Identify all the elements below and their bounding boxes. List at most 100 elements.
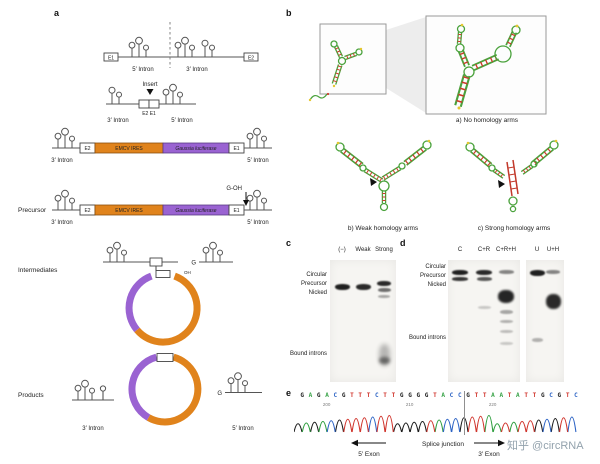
gel-band bbox=[377, 288, 391, 292]
gel-d-band-labels: Circular Precursor Nicked bbox=[389, 263, 446, 290]
lane-label-crh: C+R+H bbox=[495, 247, 517, 253]
base-letter: A bbox=[325, 392, 329, 399]
chromatogram-peaks bbox=[294, 414, 577, 433]
base-letter: A bbox=[491, 392, 495, 399]
base-letter: C bbox=[375, 392, 379, 399]
band-label-circular: Circular bbox=[306, 272, 327, 278]
lane-label-cr: C+R bbox=[477, 247, 491, 253]
base-letter: T bbox=[350, 392, 354, 399]
position-tick: 220 bbox=[488, 402, 497, 407]
arrowhead-icon bbox=[370, 178, 377, 186]
gel-band bbox=[477, 306, 491, 309]
lane-label-strong: Strong bbox=[375, 247, 393, 253]
circle-luc-arc bbox=[128, 353, 158, 421]
row1-e1-label: E1 bbox=[108, 55, 114, 61]
product-intron5-label: 5′ Intron bbox=[232, 426, 253, 432]
base-letter: T bbox=[474, 392, 479, 399]
gel-band bbox=[377, 281, 391, 286]
gel-band bbox=[545, 294, 561, 309]
base-letter: T bbox=[391, 392, 396, 399]
exon3-label: 3′ Exon bbox=[478, 451, 500, 458]
base-letter: T bbox=[358, 392, 363, 399]
base-letter: T bbox=[366, 392, 371, 399]
base-letter: G bbox=[540, 392, 545, 399]
panel-d-letter: d bbox=[400, 238, 406, 248]
gel-band bbox=[546, 270, 560, 274]
g-oh-label: G-OH bbox=[226, 186, 242, 192]
panel-e-labels: 5′ Exon Splice junction 3′ Exon bbox=[351, 439, 505, 458]
rna-structure-no-homology bbox=[454, 23, 521, 110]
base-letter: A bbox=[516, 392, 520, 399]
panel-a-row2: Insert E2 E1 3′ Intron 5′ Intron bbox=[106, 82, 196, 124]
rna-structure-strong-homology bbox=[465, 139, 559, 213]
panel-b-letter: b bbox=[286, 8, 292, 18]
base-letter: T bbox=[507, 392, 512, 399]
intermediates-label: Intermediates bbox=[18, 267, 58, 274]
position-tick: 200 bbox=[322, 402, 331, 407]
base-letter: G bbox=[557, 392, 562, 399]
panel-a-products: Products 3′ Intron G 5′ Intron bbox=[18, 353, 262, 432]
gel-band bbox=[334, 284, 350, 290]
left-arrow-icon bbox=[351, 439, 358, 447]
gel-band bbox=[499, 320, 513, 323]
row2-intron3-label: 3′ Intron bbox=[107, 118, 128, 124]
lane-label-uh: U+H bbox=[546, 247, 560, 253]
g-oh-arrow-icon bbox=[243, 200, 249, 206]
trace-T bbox=[343, 414, 569, 433]
gel-band bbox=[452, 277, 468, 281]
insert-label: Insert bbox=[142, 82, 157, 88]
row2-intron5-label: 5′ Intron bbox=[171, 118, 192, 124]
base-letter: A bbox=[499, 392, 504, 399]
base-letter: C bbox=[549, 392, 553, 399]
lane-label-minus: (−) bbox=[338, 247, 346, 253]
base-letter: C bbox=[333, 392, 338, 399]
gel-band bbox=[378, 344, 390, 366]
chromatogram-ticks: 200 210 220 bbox=[298, 402, 582, 410]
base-letter: G bbox=[466, 392, 470, 399]
gel-band bbox=[355, 284, 371, 290]
gel-band bbox=[452, 270, 468, 275]
gel-band bbox=[498, 290, 514, 303]
base-letter: T bbox=[524, 392, 528, 399]
lane-label-u: U bbox=[534, 247, 540, 253]
lane-label-c: C bbox=[457, 247, 463, 253]
structure-inset-box bbox=[319, 23, 387, 95]
product-g-label: G bbox=[217, 391, 222, 397]
gel-band bbox=[531, 338, 543, 342]
gel-d-bound-label: Bound introns bbox=[408, 335, 446, 341]
caption-strong-homology: c) Strong homology arms bbox=[478, 225, 551, 232]
panel-a-row1: E1 E2 5′ Intron 3′ Intron bbox=[103, 22, 259, 73]
band-label-nicked: Nicked bbox=[308, 290, 327, 296]
row1-intron3-label: 3′ Intron bbox=[186, 67, 207, 73]
base-letter: T bbox=[433, 392, 437, 399]
product-intron3-label: 3′ Intron bbox=[82, 426, 103, 432]
row1-intron5-label: 5′ Intron bbox=[132, 67, 153, 73]
band-label-nicked: Nicked bbox=[427, 282, 446, 288]
gel-band bbox=[476, 277, 492, 281]
base-letter: T bbox=[383, 392, 387, 399]
base-letter: G bbox=[408, 392, 412, 399]
panel-e-letter: e bbox=[286, 388, 292, 398]
band-label-circular: Circular bbox=[425, 264, 446, 270]
intermediate-g-label: G bbox=[191, 261, 196, 267]
band-label-precursor: Precursor bbox=[300, 281, 327, 287]
trace-A bbox=[301, 414, 519, 433]
base-letter: T bbox=[482, 392, 487, 399]
intermediate-ires-arc bbox=[134, 272, 201, 346]
gel-band bbox=[499, 342, 513, 345]
circle-ires-arc bbox=[146, 353, 202, 426]
precursor-label: Precursor bbox=[18, 207, 47, 214]
rna-structure-weak-homology bbox=[335, 139, 432, 212]
gel-band bbox=[498, 270, 514, 274]
base-letter: C bbox=[449, 392, 454, 399]
panel-b-art: a) No homology arms b) Weak homology arm… bbox=[308, 15, 559, 232]
position-tick: 210 bbox=[405, 402, 414, 407]
base-letter: C bbox=[574, 392, 578, 399]
splice-junction-label: Splice junction bbox=[422, 441, 464, 448]
base-letter: T bbox=[532, 392, 537, 399]
gel-band bbox=[378, 295, 390, 298]
arrowhead-icon bbox=[498, 180, 505, 188]
